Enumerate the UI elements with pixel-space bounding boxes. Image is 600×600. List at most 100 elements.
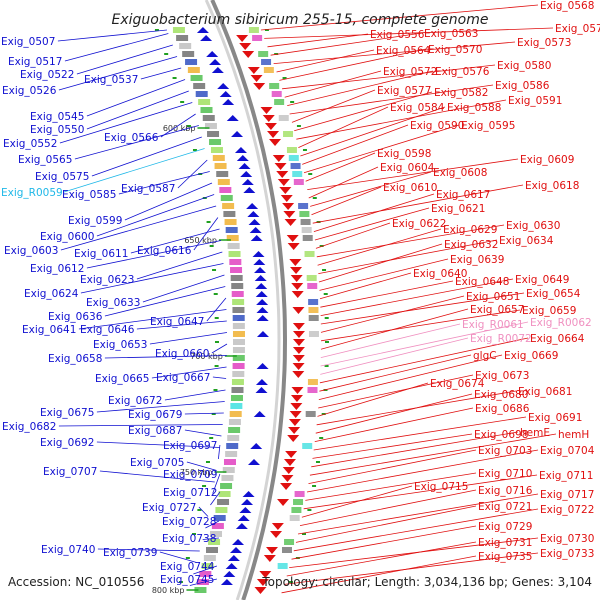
gene-label-left[interactable]: Exig_0566: [104, 132, 159, 144]
gene-label-right[interactable]: Exig_0659: [522, 305, 576, 317]
gene-label-left[interactable]: Exig_0507: [1, 36, 55, 48]
gene-label-right[interactable]: Exig_0681: [518, 386, 572, 398]
gene-label-left[interactable]: Exig_0682: [2, 421, 56, 433]
gene-label-left[interactable]: Exig_0647: [150, 316, 204, 328]
gene-label-right[interactable]: Exig_0648: [455, 276, 509, 288]
gene-label-left[interactable]: Exig_0672: [108, 395, 162, 407]
gene-label-left[interactable]: Exig_0636: [48, 311, 103, 323]
gene-label-left[interactable]: Exig_0522: [20, 69, 74, 81]
gene-label-left[interactable]: Exig_0658: [48, 353, 102, 365]
gene-label-right[interactable]: Exig_0730: [540, 533, 594, 545]
gene-label-right[interactable]: Exig_0574: [555, 23, 600, 35]
gene-label-right[interactable]: Exig_0729: [478, 521, 532, 533]
gene-label-right[interactable]: Exig_0654: [526, 288, 581, 300]
gene-label-right[interactable]: Exig_0577: [377, 85, 431, 97]
gene-label-left[interactable]: Exig_0599: [68, 215, 122, 227]
gene-label-right[interactable]: Exig_0591: [508, 95, 562, 107]
gene-label-left[interactable]: Exig_0728: [162, 516, 216, 528]
gene-label-right[interactable]: Exig_0618: [525, 180, 579, 192]
gene-label-right[interactable]: hemH: [558, 429, 589, 441]
gene-label-left[interactable]: Exig_0665: [95, 373, 149, 385]
gene-label-right[interactable]: Exig_0674: [430, 378, 485, 390]
gene-label-right[interactable]: Exig_R0061: [462, 319, 524, 331]
gene-label-left[interactable]: Exig_0612: [30, 263, 84, 275]
gene-label-left[interactable]: Exig_0709: [163, 469, 217, 481]
gene-label-right[interactable]: Exig_0649: [515, 274, 569, 286]
gene-label-right[interactable]: Exig_0610: [383, 182, 437, 194]
gene-label-right[interactable]: Exig_0576: [435, 66, 490, 78]
gene-label-left[interactable]: Exig_0603: [4, 245, 58, 257]
gene-label-left[interactable]: Exig_0738: [162, 533, 216, 545]
gene-label-right[interactable]: Exig_0617: [436, 189, 490, 201]
gene-label-right[interactable]: Exig_0698: [474, 429, 528, 441]
gene-label-right[interactable]: Exig_0669: [504, 350, 558, 362]
gene-label-right[interactable]: Exig_0556: [370, 29, 425, 41]
gene-label-left[interactable]: Exig_0550: [30, 124, 84, 136]
gene-label-right[interactable]: Exig_0598: [377, 148, 431, 160]
gene-label-left[interactable]: Exig_0727: [142, 502, 196, 514]
gene-label-right[interactable]: Exig_0629: [443, 224, 497, 236]
gene-label-right[interactable]: Exig_0621: [431, 203, 485, 215]
gene-label-left[interactable]: Exig_0545: [30, 111, 84, 123]
gene-label-left[interactable]: Exig_0565: [18, 154, 72, 166]
gene-label-left[interactable]: Exig_0692: [40, 437, 94, 449]
gene-label-left[interactable]: Exig_0653: [93, 339, 147, 351]
gene-label-right[interactable]: Exig_0572: [383, 66, 437, 78]
gene-label-right[interactable]: Exig_0630: [506, 220, 560, 232]
gene-label-left[interactable]: Exig_0687: [128, 425, 182, 437]
gene-label-right[interactable]: Exig_0632: [444, 239, 498, 251]
gene-label-right[interactable]: Exig_0657: [470, 304, 524, 316]
gene-label-right[interactable]: Exig_0563: [424, 28, 478, 40]
gene-label-right[interactable]: Exig_0568: [540, 0, 594, 12]
gene-label-left[interactable]: Exig_0705: [130, 457, 184, 469]
gene-label-right[interactable]: Exig_0586: [495, 80, 550, 92]
gene-label-left[interactable]: Exig_0641: [22, 324, 76, 336]
gene-label-right[interactable]: Exig_0584: [390, 102, 445, 114]
gene-label-left[interactable]: Exig_0740: [41, 544, 95, 556]
gene-label-right[interactable]: Exig_0570: [428, 44, 482, 56]
gene-label-left[interactable]: Exig_0712: [163, 487, 217, 499]
gene-label-left[interactable]: Exig_0675: [40, 407, 94, 419]
gene-label-left[interactable]: Exig_0623: [80, 274, 134, 286]
gene-label-left[interactable]: Exig_0585: [62, 189, 116, 201]
gene-label-left[interactable]: Exig_0517: [8, 56, 62, 68]
gene-label-right[interactable]: Exig_0704: [540, 445, 595, 457]
gene-label-right[interactable]: hemE: [520, 427, 550, 439]
gene-label-left[interactable]: Exig_0707: [43, 466, 97, 478]
gene-label-left[interactable]: Exig_0616: [137, 245, 192, 257]
gene-label-right[interactable]: Exig_0580: [497, 60, 551, 72]
gene-label-right[interactable]: Exig_0564: [376, 45, 431, 57]
gene-label-right[interactable]: Exig_0715: [414, 481, 468, 493]
gene-label-right[interactable]: Exig_0691: [528, 412, 582, 424]
gene-label-right[interactable]: Exig_0651: [466, 291, 520, 303]
gene-label-left[interactable]: Exig_0537: [84, 74, 138, 86]
gene-label-right[interactable]: Exig_0703: [478, 445, 532, 457]
gene-label-left[interactable]: Exig_0633: [86, 297, 140, 309]
gene-label-left[interactable]: Exig_0679: [128, 409, 182, 421]
gene-label-right[interactable]: Exig_0609: [520, 154, 574, 166]
gene-label-right[interactable]: Exig_0686: [475, 403, 530, 415]
gene-label-left[interactable]: Exig_0624: [24, 288, 79, 300]
gene-label-left[interactable]: Exig_0587: [121, 183, 175, 195]
gene-label-right[interactable]: Exig_0640: [413, 268, 467, 280]
gene-label-right[interactable]: Exig_0588: [447, 102, 501, 114]
gene-label-right[interactable]: Exig_0735: [478, 551, 532, 563]
gene-label-right[interactable]: Exig_0582: [434, 87, 488, 99]
gene-label-right[interactable]: Exig_R0062: [530, 317, 592, 329]
gene-label-left[interactable]: Exig_0611: [74, 248, 128, 260]
gene-label-right[interactable]: Exig_0673: [475, 370, 529, 382]
gene-label-right[interactable]: glgC: [473, 350, 497, 362]
gene-label-left[interactable]: Exig_0667: [156, 372, 210, 384]
gene-label-right[interactable]: Exig_0711: [539, 470, 593, 482]
gene-label-right[interactable]: Exig_0608: [433, 167, 487, 179]
gene-label-right[interactable]: Exig_0717: [540, 489, 594, 501]
gene-label-left[interactable]: Exig_R0059: [1, 187, 63, 199]
gene-label-right[interactable]: Exig_R0072: [470, 333, 532, 345]
gene-label-right[interactable]: Exig_0639: [450, 254, 504, 266]
gene-label-left[interactable]: Exig_0660: [155, 348, 209, 360]
gene-label-right[interactable]: Exig_0573: [517, 37, 571, 49]
gene-label-right[interactable]: Exig_0634: [499, 235, 554, 247]
gene-label-left[interactable]: Exig_0600: [40, 231, 94, 243]
gene-label-left[interactable]: Exig_0745: [160, 574, 214, 586]
gene-label-left[interactable]: Exig_0744: [160, 561, 215, 573]
